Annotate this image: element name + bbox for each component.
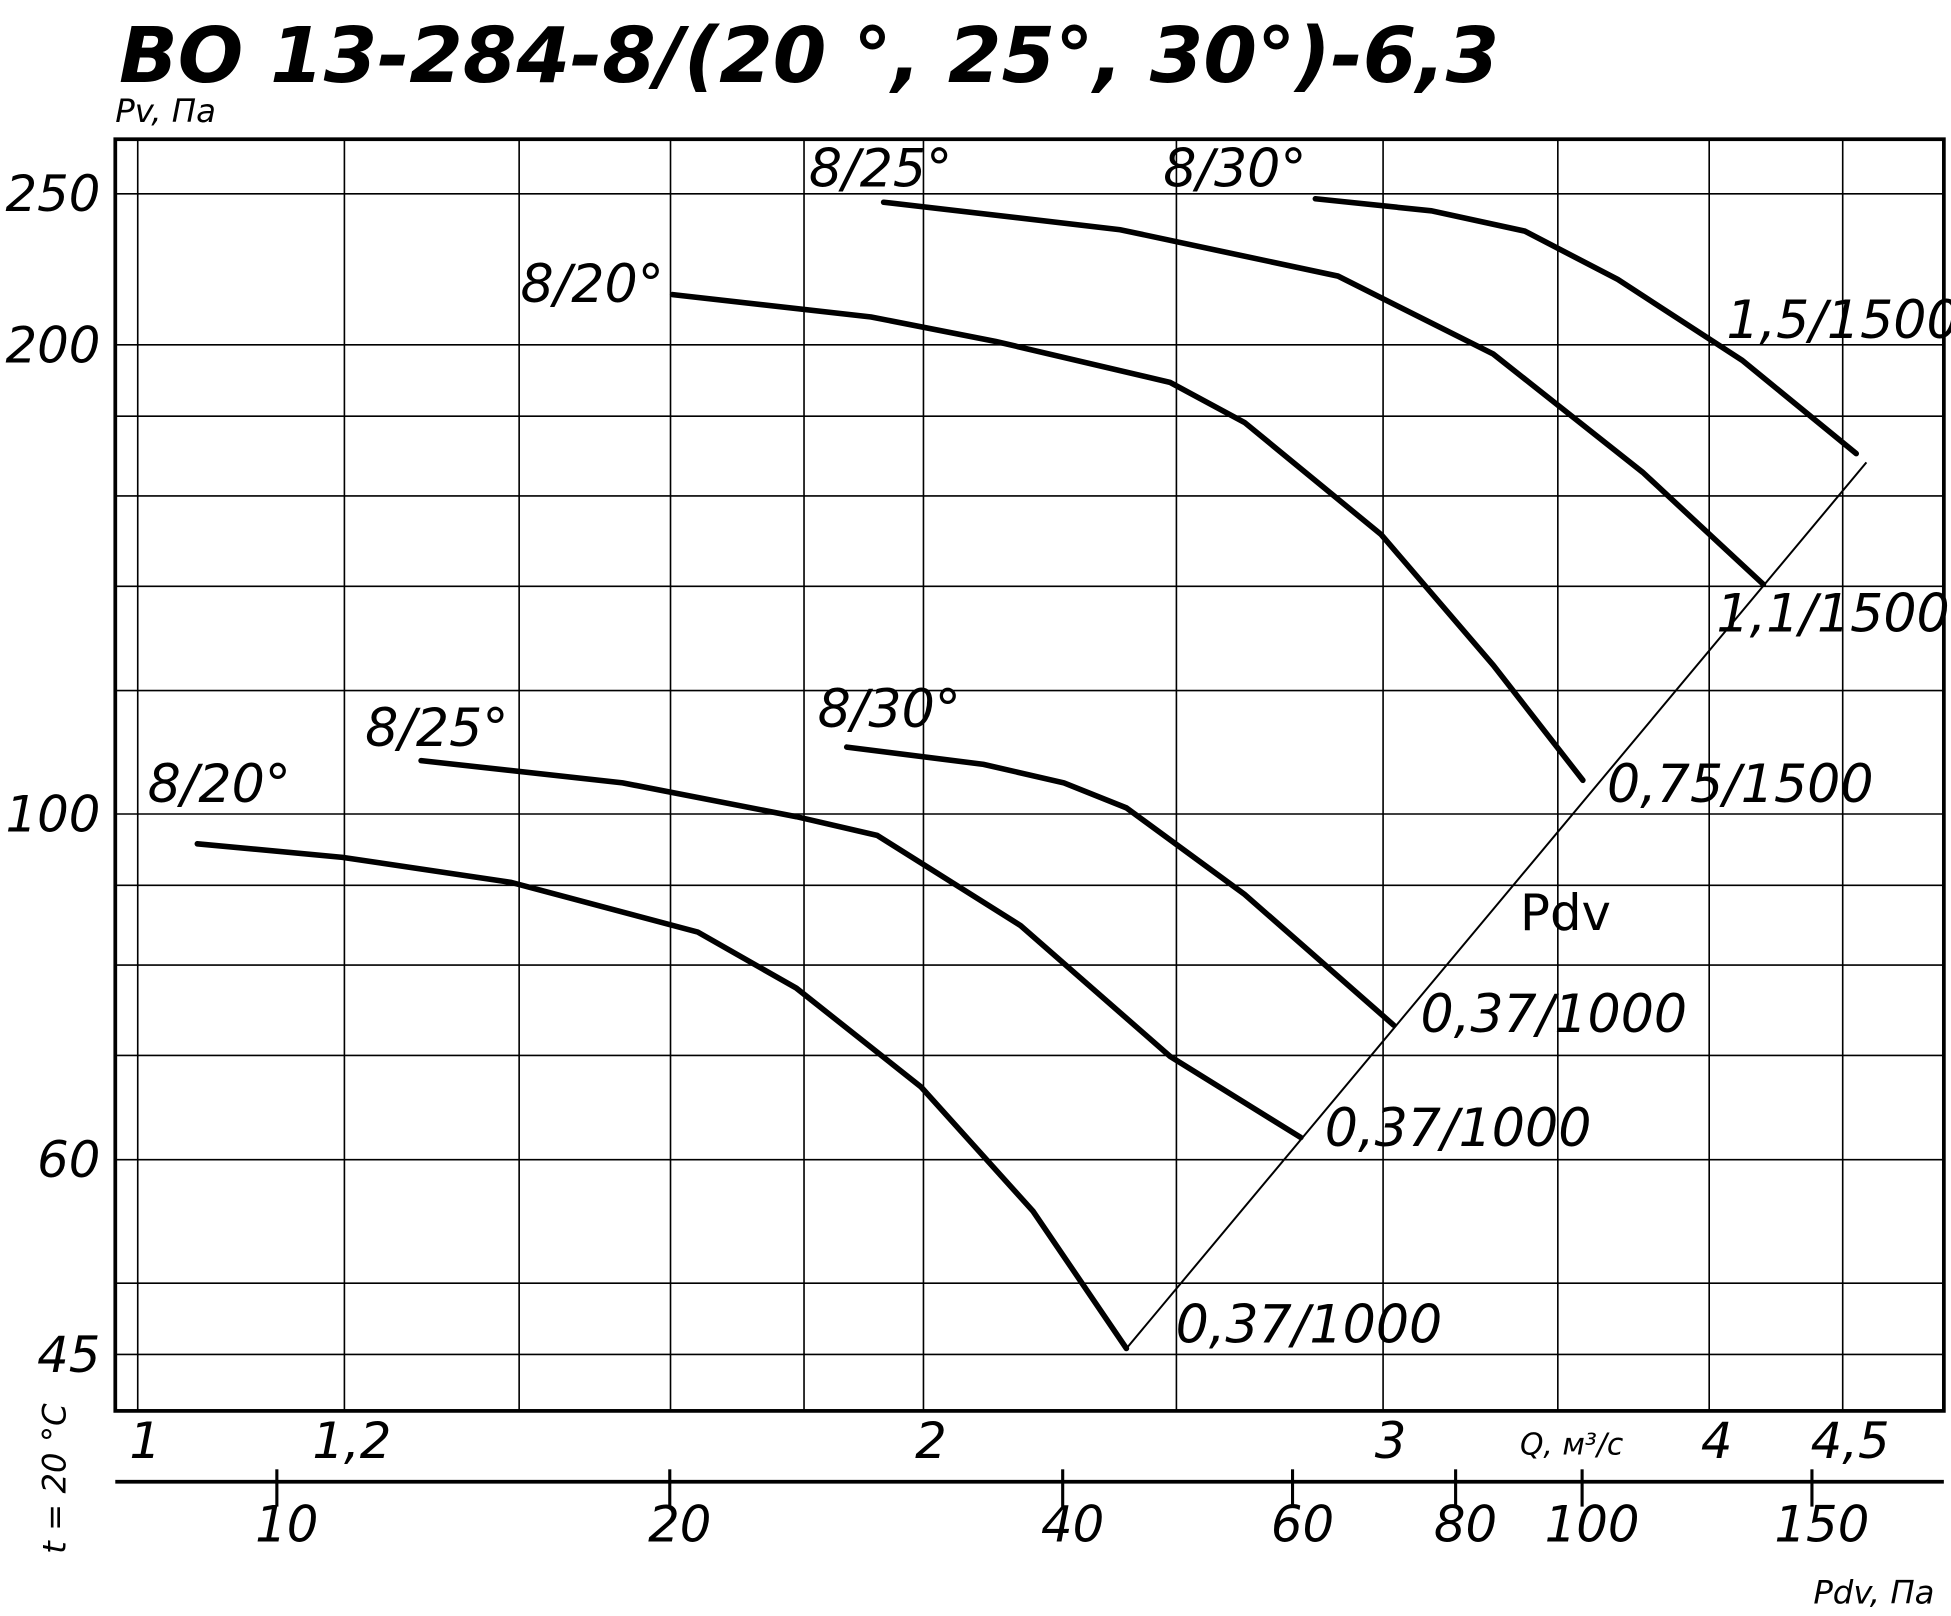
- y-tick-label: 45: [37, 1326, 100, 1384]
- x-tick-label: 3: [1375, 1412, 1407, 1470]
- curve: [843, 744, 1397, 1028]
- curve-end-label: 0,37/1000: [1325, 1099, 1592, 1159]
- curve-label: 8/25°: [365, 699, 508, 759]
- curve: [669, 291, 1586, 784]
- curve-end-label: 0,37/1000: [1176, 1296, 1443, 1356]
- curve: [418, 757, 1304, 1141]
- curve: [880, 199, 1767, 588]
- x2-axis-label: Pdv, Па: [1813, 1574, 1934, 1612]
- x-tick-label: 1: [129, 1412, 161, 1470]
- curve-label: 8/25°: [809, 139, 952, 199]
- curve-end-label: 0,37/1000: [1421, 985, 1688, 1045]
- x2-tick-label: 20: [648, 1495, 711, 1553]
- x2-tick-label: 60: [1271, 1495, 1334, 1553]
- curve-end-label: 1,1/1500: [1716, 584, 1949, 644]
- pdv-label: Pdv: [1520, 884, 1611, 942]
- x-tick-label: 1,2: [312, 1412, 391, 1470]
- curve-label: 8/20°: [148, 755, 291, 815]
- x2-tick-label: 10: [255, 1495, 318, 1553]
- curve-label: 8/20°: [521, 255, 664, 315]
- x2-tick-label: 40: [1041, 1495, 1104, 1553]
- x2-tick-label: 150: [1774, 1495, 1869, 1553]
- curve-label: 8/30°: [1163, 139, 1306, 199]
- curve-end-label: 0,75/1500: [1607, 755, 1874, 815]
- condition-label: t = 20 °C: [36, 1403, 74, 1554]
- curve: [194, 841, 1130, 1352]
- y-axis-label: Pv, Па: [115, 92, 216, 130]
- x-axis-label: Q, м³/с: [1520, 1427, 1623, 1462]
- x2-tick-label: 100: [1545, 1495, 1640, 1553]
- x-tick-label: 4,5: [1811, 1412, 1890, 1470]
- y-tick-label: 200: [5, 316, 100, 374]
- x-tick-label: 2: [915, 1412, 947, 1470]
- chart-title: ВО 13-284-8/(20 °, 25°, 30°)-6,3: [119, 11, 1499, 101]
- x2-tick-label: 80: [1434, 1495, 1497, 1553]
- y-tick-label: 250: [5, 165, 100, 223]
- y-tick-label: 60: [37, 1131, 100, 1189]
- plot-frame: [113, 137, 1946, 1413]
- curve: [1312, 195, 1860, 457]
- curve-end-label: 1,5/1500: [1726, 291, 1951, 351]
- pdv-line: [1125, 461, 1868, 1350]
- curve-label: 8/30°: [818, 680, 961, 740]
- x-tick-label: 4: [1701, 1412, 1733, 1470]
- y-tick-label: 100: [5, 785, 100, 843]
